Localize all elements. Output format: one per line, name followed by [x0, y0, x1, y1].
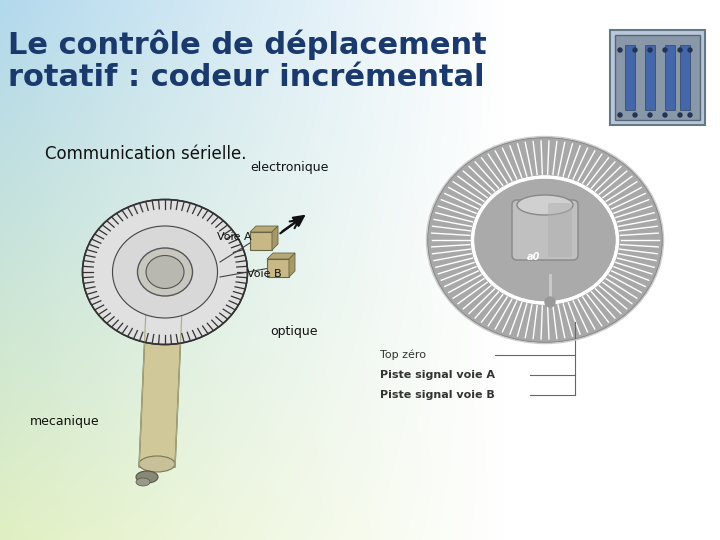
FancyBboxPatch shape — [512, 200, 578, 260]
Circle shape — [648, 48, 652, 52]
Circle shape — [688, 48, 692, 52]
Ellipse shape — [517, 195, 573, 215]
Text: optique: optique — [270, 326, 318, 339]
Polygon shape — [267, 253, 295, 259]
Circle shape — [688, 113, 692, 117]
Circle shape — [648, 113, 652, 117]
Polygon shape — [289, 253, 295, 277]
Bar — [680, 45, 690, 110]
Ellipse shape — [139, 456, 175, 472]
Bar — [665, 45, 675, 110]
Polygon shape — [250, 226, 278, 232]
Text: Communication sérielle.: Communication sérielle. — [45, 145, 246, 163]
Ellipse shape — [146, 255, 184, 288]
Text: electronique: electronique — [250, 160, 328, 173]
FancyBboxPatch shape — [548, 203, 572, 257]
Circle shape — [663, 113, 667, 117]
Bar — [267, 259, 289, 277]
Circle shape — [663, 48, 667, 52]
Text: Le contrôle de déplacement
rotatif : codeur incrémental: Le contrôle de déplacement rotatif : cod… — [8, 30, 487, 92]
Circle shape — [633, 113, 637, 117]
Ellipse shape — [83, 199, 248, 345]
Ellipse shape — [428, 138, 662, 342]
Ellipse shape — [138, 248, 192, 296]
Circle shape — [678, 113, 682, 117]
Circle shape — [545, 297, 555, 307]
Text: Voie B: Voie B — [247, 269, 282, 279]
Bar — [615, 35, 700, 120]
Polygon shape — [139, 287, 183, 467]
Bar — [625, 45, 635, 110]
Text: Voie A: Voie A — [217, 232, 251, 242]
Circle shape — [618, 113, 622, 117]
Text: a0: a0 — [527, 252, 541, 262]
Text: Top zéro: Top zéro — [380, 350, 426, 360]
Text: mecanique: mecanique — [30, 415, 99, 429]
Ellipse shape — [112, 226, 217, 318]
Ellipse shape — [472, 177, 618, 303]
Bar — [645, 45, 655, 110]
Polygon shape — [272, 226, 278, 250]
Circle shape — [678, 48, 682, 52]
Ellipse shape — [136, 471, 158, 483]
Circle shape — [633, 48, 637, 52]
FancyBboxPatch shape — [610, 30, 705, 125]
Bar — [250, 232, 272, 250]
Text: Piste signal voie B: Piste signal voie B — [380, 390, 495, 400]
Ellipse shape — [136, 478, 150, 486]
Circle shape — [618, 48, 622, 52]
Text: Piste signal voie A: Piste signal voie A — [380, 370, 495, 380]
